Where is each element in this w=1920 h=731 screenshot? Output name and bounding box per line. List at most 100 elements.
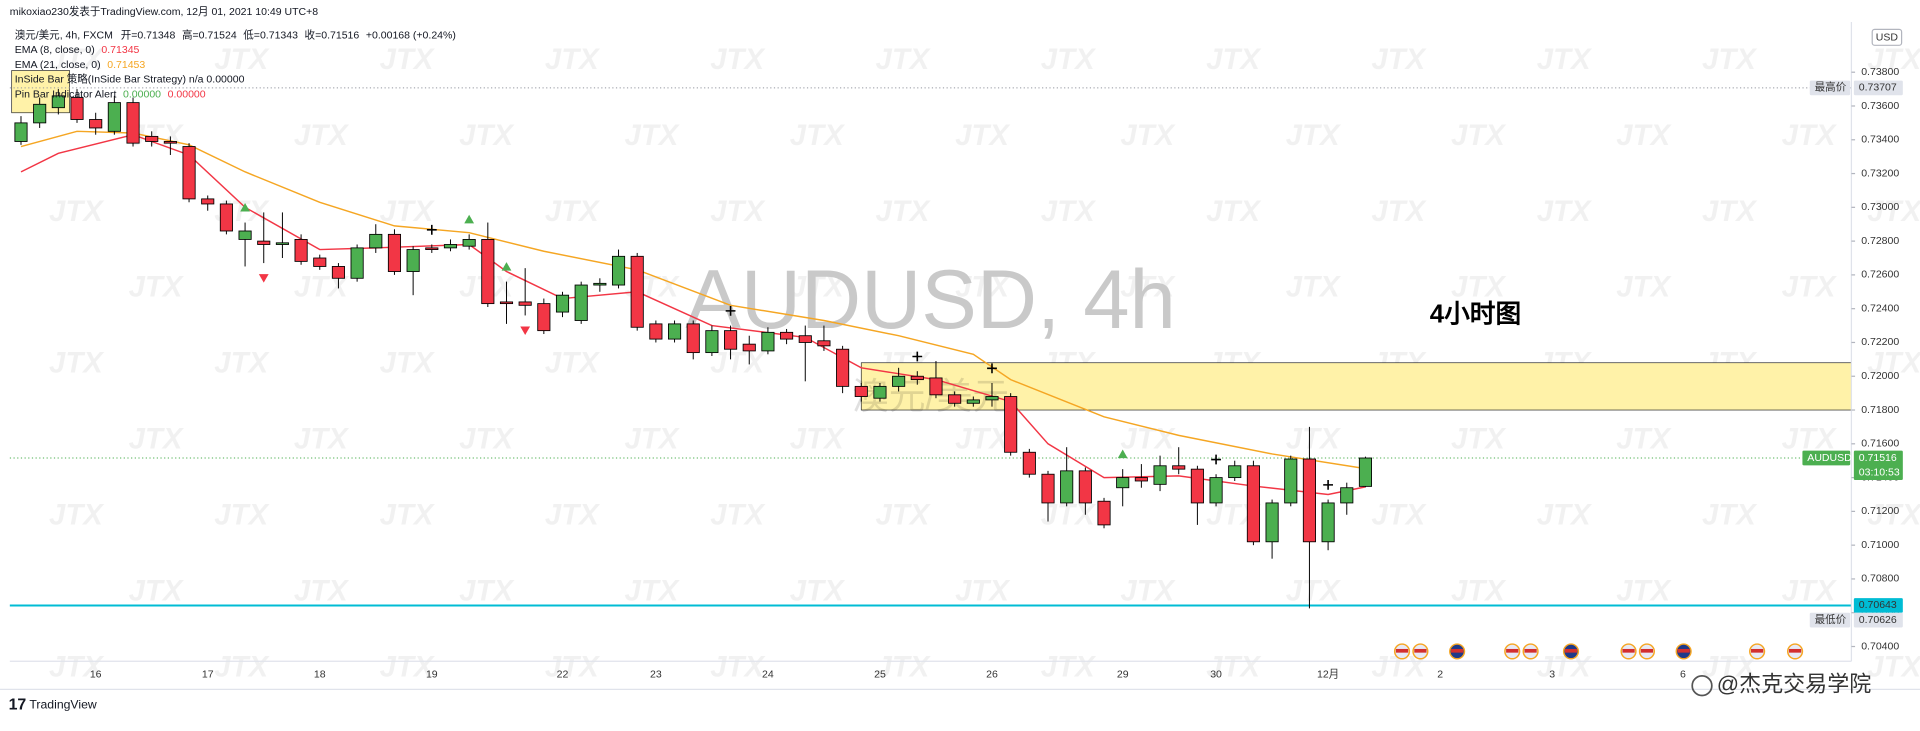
- watermark: JTX: [214, 43, 270, 76]
- high-value: 0.73707: [1859, 82, 1897, 94]
- candle-body: [537, 303, 551, 332]
- y-tick-label: 0.73800: [1861, 66, 1899, 78]
- candle-body: [1041, 473, 1055, 504]
- candle-body: [873, 385, 887, 399]
- watermark: JTX: [790, 423, 846, 456]
- watermark: JTX: [1616, 119, 1672, 152]
- candle-body: [499, 301, 514, 305]
- y-tick-label: 0.73000: [1861, 201, 1899, 213]
- candle-body: [219, 203, 233, 232]
- watermark: JTX: [129, 423, 185, 456]
- watermark: JTX: [459, 119, 515, 152]
- candle-body: [163, 141, 177, 144]
- watermark: JTX: [294, 423, 350, 456]
- event-icon-stripe: [1788, 648, 1802, 653]
- watermark: JTX: [1616, 574, 1672, 607]
- watermark: JTX: [1537, 43, 1593, 76]
- candle-body: [686, 323, 700, 354]
- event-icon-stripe: [1677, 648, 1690, 653]
- x-tick-label: 16: [90, 668, 102, 680]
- watermark: JTX: [1537, 195, 1593, 228]
- x-tick-label: 3: [1549, 668, 1555, 680]
- watermark: JTX: [545, 195, 601, 228]
- candle-body: [14, 122, 28, 142]
- countdown: 03:10:53: [1859, 466, 1900, 478]
- candle-body: [331, 266, 345, 279]
- watermark: JTX: [1782, 574, 1838, 607]
- low-value-box: [1853, 612, 1903, 628]
- candle-body: [649, 323, 663, 340]
- candle-body: [574, 284, 588, 321]
- candle-body: [948, 394, 962, 404]
- candle-body: [425, 247, 439, 250]
- watermark: JTX: [1451, 271, 1507, 304]
- watermark: JTX: [876, 195, 932, 228]
- candle-body: [1116, 477, 1130, 489]
- candle-body: [1190, 468, 1204, 504]
- watermark: JTX: [1867, 195, 1920, 228]
- watermark: JTX: [1206, 650, 1262, 683]
- candle-body: [1078, 470, 1092, 504]
- candle-body: [1004, 396, 1018, 453]
- watermark: JTX: [1206, 195, 1262, 228]
- event-icon-stripe: [1451, 648, 1464, 653]
- watermark: JTX: [459, 423, 515, 456]
- watermark: JTX: [1371, 195, 1427, 228]
- x-tick-label: 17: [202, 668, 214, 680]
- sell-signal: [258, 274, 269, 283]
- high-value-box: [1853, 80, 1903, 96]
- event-icon-stripe: [1506, 648, 1519, 653]
- legend-label: 低=: [243, 28, 260, 41]
- candle-body: [145, 135, 159, 142]
- legend-value: 0.00000: [168, 88, 206, 100]
- candle-body: [481, 239, 495, 305]
- last-price-box: [1853, 450, 1903, 481]
- y-tick-label: 0.71600: [1861, 438, 1899, 450]
- x-tick-label: 30: [1210, 668, 1222, 680]
- watermark: JTX: [876, 43, 932, 76]
- watermark: JTX: [214, 650, 270, 683]
- x-tick-label: 26: [986, 668, 998, 680]
- candle-body: [1265, 502, 1279, 543]
- event-icon-stripe: [1414, 648, 1427, 653]
- candle-body: [555, 294, 570, 313]
- legend-value: 0.71516: [321, 29, 359, 41]
- candle-body: [350, 247, 364, 279]
- currency[interactable]: USD: [1876, 32, 1899, 44]
- x-tick-label: 29: [1117, 668, 1129, 680]
- candle-body: [107, 102, 121, 132]
- watermark: JTX: [876, 498, 932, 531]
- candle-body: [275, 242, 289, 245]
- x-tick-label: 23: [650, 668, 662, 680]
- candle-body: [257, 240, 271, 245]
- watermark: JTX: [380, 195, 436, 228]
- currency-box[interactable]: [1871, 28, 1903, 46]
- watermark: JTX: [214, 347, 270, 380]
- watermark: JTX: [1702, 498, 1758, 531]
- axes: 0.704000.706000.708000.710000.712000.714…: [90, 66, 1903, 680]
- legend-label: 开=: [121, 29, 138, 41]
- watermark: JTX: [624, 574, 680, 607]
- candle-body: [51, 95, 65, 109]
- watermark: JTX: [1206, 43, 1262, 76]
- candle-body: [798, 335, 812, 343]
- watermark: JTX: [1041, 498, 1097, 531]
- brand-logo: 17: [9, 696, 27, 713]
- legend-change: +0.00168 (+0.24%): [366, 29, 456, 41]
- watermark: JTX: [380, 650, 436, 683]
- buy-signal: [464, 214, 475, 224]
- watermark: JTX: [1041, 650, 1097, 683]
- watermark: JTX: [294, 119, 350, 152]
- watermark: JTX: [1867, 498, 1920, 531]
- legend-value: 0.71348: [137, 29, 175, 41]
- candle-body: [1022, 451, 1036, 475]
- legend-pin-bar: Pin Bar Indicator Alert 0.00000 0.00000: [15, 88, 206, 100]
- y-tick-label: 0.72800: [1861, 235, 1899, 247]
- annotation: 4小时图: [1430, 300, 1521, 329]
- legend-ohlc: 澳元/美元, 4h, FXCM 开=0.71348 高=0.71524 低=0.…: [15, 28, 456, 41]
- cross-signal: [1323, 479, 1334, 490]
- watermark: JTX: [1286, 574, 1342, 607]
- legend-label: 收=: [305, 28, 322, 41]
- watermarks: JTX JTX JTX JTX JTX JTX JTX JTX JTX JTX JTX JTX JTX J…: [49, 43, 1920, 683]
- watermark: JTX: [1867, 347, 1920, 380]
